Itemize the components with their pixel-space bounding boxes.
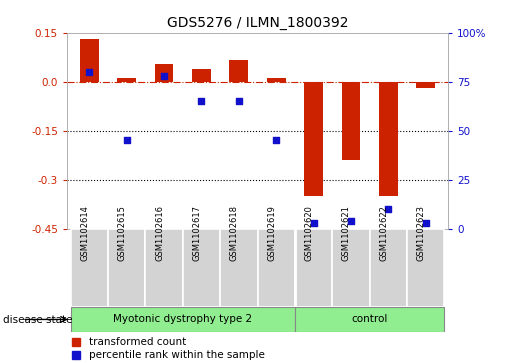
- Point: [347, 218, 355, 224]
- Bar: [295, 229, 332, 307]
- Bar: [230, 60, 248, 82]
- Bar: [192, 69, 211, 82]
- Bar: [416, 82, 435, 88]
- Point: [197, 98, 205, 104]
- Text: disease state: disease state: [3, 315, 72, 325]
- Text: GSM1102614: GSM1102614: [80, 205, 90, 261]
- Point: [235, 98, 243, 104]
- Bar: [80, 39, 99, 82]
- Text: GSM1102620: GSM1102620: [304, 205, 314, 261]
- Point: [310, 220, 318, 226]
- Text: GSM1102616: GSM1102616: [155, 205, 164, 261]
- Bar: [295, 307, 444, 332]
- Bar: [370, 229, 407, 307]
- Title: GDS5276 / ILMN_1800392: GDS5276 / ILMN_1800392: [167, 16, 348, 30]
- Text: control: control: [351, 314, 388, 325]
- Bar: [341, 82, 360, 160]
- Bar: [71, 307, 295, 332]
- Bar: [332, 229, 370, 307]
- Bar: [267, 78, 285, 82]
- Text: GSM1102623: GSM1102623: [417, 205, 425, 261]
- Text: GSM1102617: GSM1102617: [193, 205, 201, 261]
- Point: [85, 69, 94, 75]
- Legend: transformed count, percentile rank within the sample: transformed count, percentile rank withi…: [72, 337, 265, 360]
- Bar: [304, 82, 323, 196]
- Text: GSM1102621: GSM1102621: [342, 205, 351, 261]
- Text: GSM1102619: GSM1102619: [267, 205, 276, 261]
- Bar: [108, 229, 145, 307]
- Point: [123, 138, 131, 143]
- Text: Myotonic dystrophy type 2: Myotonic dystrophy type 2: [113, 314, 252, 325]
- Point: [160, 73, 168, 79]
- Text: GSM1102622: GSM1102622: [379, 205, 388, 261]
- Bar: [407, 229, 444, 307]
- Bar: [117, 78, 136, 82]
- Bar: [154, 64, 174, 82]
- Text: GSM1102618: GSM1102618: [230, 205, 239, 261]
- Text: GSM1102615: GSM1102615: [118, 205, 127, 261]
- Point: [421, 220, 430, 226]
- Bar: [379, 82, 398, 196]
- Bar: [258, 229, 295, 307]
- Bar: [183, 229, 220, 307]
- Bar: [71, 229, 108, 307]
- Bar: [220, 229, 258, 307]
- Bar: [145, 229, 183, 307]
- Point: [384, 206, 392, 212]
- Point: [272, 138, 280, 143]
